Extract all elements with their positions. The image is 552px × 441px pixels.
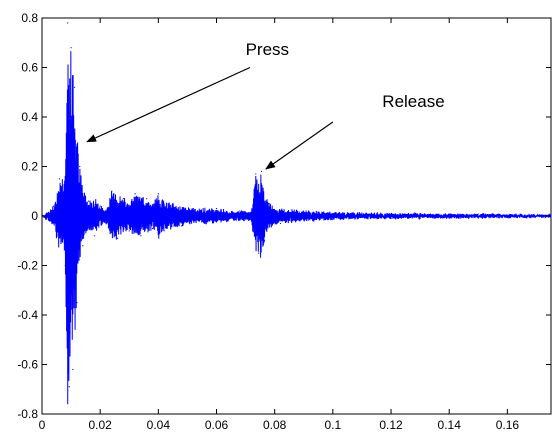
waveform-data-point: [73, 86, 76, 88]
waveform-data-point: [134, 193, 136, 195]
waveform-data-point: [227, 220, 229, 222]
waveform-data-point: [258, 252, 260, 254]
waveform-data-point: [93, 235, 95, 237]
waveform-data-point: [215, 207, 218, 210]
waveform-data-point: [105, 222, 107, 225]
waveform-data-point: [263, 240, 266, 242]
y-tick-label: -0.2: [17, 259, 38, 273]
waveform-data-point: [204, 222, 206, 225]
annotation-arrow: [265, 121, 334, 170]
waveform-data-point: [76, 302, 78, 304]
waveform-data-point: [255, 173, 257, 175]
waveform-data-point: [163, 230, 165, 232]
waveform-data-point: [146, 198, 148, 200]
waveform-data-point: [70, 47, 72, 49]
waveform-data-point: [122, 198, 125, 200]
waveform-data-point: [390, 217, 392, 220]
waveform-data-point: [181, 225, 183, 227]
y-tick-label: -0.6: [17, 358, 38, 372]
waveform-data-point: [157, 193, 159, 195]
annotation-label-press: Press: [246, 40, 289, 59]
waveform-data-point: [128, 230, 130, 232]
x-tick-label: 0.14: [438, 418, 462, 432]
waveform-data-point: [79, 165, 81, 168]
x-tick-label: 0.12: [379, 418, 403, 432]
waveform-data-point: [66, 22, 69, 24]
waveform-data-point: [239, 210, 241, 212]
x-tick-label: 0: [39, 418, 46, 432]
y-tick-label: 0.8: [21, 11, 38, 25]
y-tick-label: 0.6: [21, 61, 38, 75]
x-tick-label: 0.16: [496, 418, 520, 432]
waveform-data-point: [477, 213, 479, 215]
waveform-data-point: [140, 235, 142, 237]
waveform-data-point: [260, 170, 263, 173]
waveform-data-point: [303, 210, 305, 212]
annotation-arrow: [86, 66, 251, 143]
waveform-data-point: [117, 237, 119, 239]
waveform-data-point: [250, 220, 253, 222]
waveform-data-point: [268, 203, 270, 205]
x-tick-label: 0.04: [147, 418, 171, 432]
waveform-data-point: [192, 207, 194, 210]
y-tick-label: -0.8: [17, 407, 38, 421]
annotation-label-release: Release: [382, 92, 444, 111]
y-tick-label: 0.2: [21, 160, 38, 174]
waveform-data-point: [82, 245, 84, 247]
waveform-data-point: [172, 203, 174, 205]
waveform-data-point: [361, 212, 363, 214]
x-tick-label: 0.08: [263, 418, 287, 432]
waveform-series-line: [42, 51, 552, 405]
waveform-data-point: [111, 190, 113, 192]
waveform-data-point: [279, 222, 282, 225]
waveform-data-point: [68, 386, 70, 388]
y-tick-label: 0: [31, 209, 38, 223]
waveform-data-point: [72, 368, 74, 371]
x-tick-label: 0.02: [88, 418, 112, 432]
waveform-data-point: [506, 216, 508, 219]
waveform-data-point: [64, 264, 66, 267]
waveform-data-point: [151, 227, 154, 229]
waveform-data-point: [53, 205, 55, 207]
y-tick-label: 0.4: [21, 110, 38, 124]
waveform-data-point: [332, 219, 334, 221]
waveform-data-point: [550, 214, 552, 216]
x-tick-label: 0.1: [325, 418, 342, 432]
waveform-data-point: [99, 205, 101, 207]
y-tick-label: -0.4: [17, 308, 38, 322]
waveform-data-point: [87, 200, 90, 202]
x-tick-label: 0.06: [205, 418, 229, 432]
waveform-data-point: [448, 217, 450, 219]
waveform-data-point: [58, 178, 61, 180]
waveform-data-point: [419, 212, 421, 215]
